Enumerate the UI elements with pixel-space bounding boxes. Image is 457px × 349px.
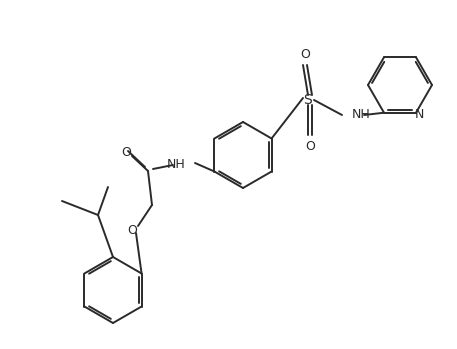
Text: NH: NH [166, 158, 185, 171]
Text: O: O [305, 140, 315, 153]
Text: O: O [121, 146, 131, 158]
Text: O: O [300, 47, 310, 60]
Text: N: N [414, 108, 424, 121]
Text: O: O [127, 223, 137, 237]
Text: NH: NH [352, 109, 371, 121]
Text: S: S [303, 93, 313, 107]
